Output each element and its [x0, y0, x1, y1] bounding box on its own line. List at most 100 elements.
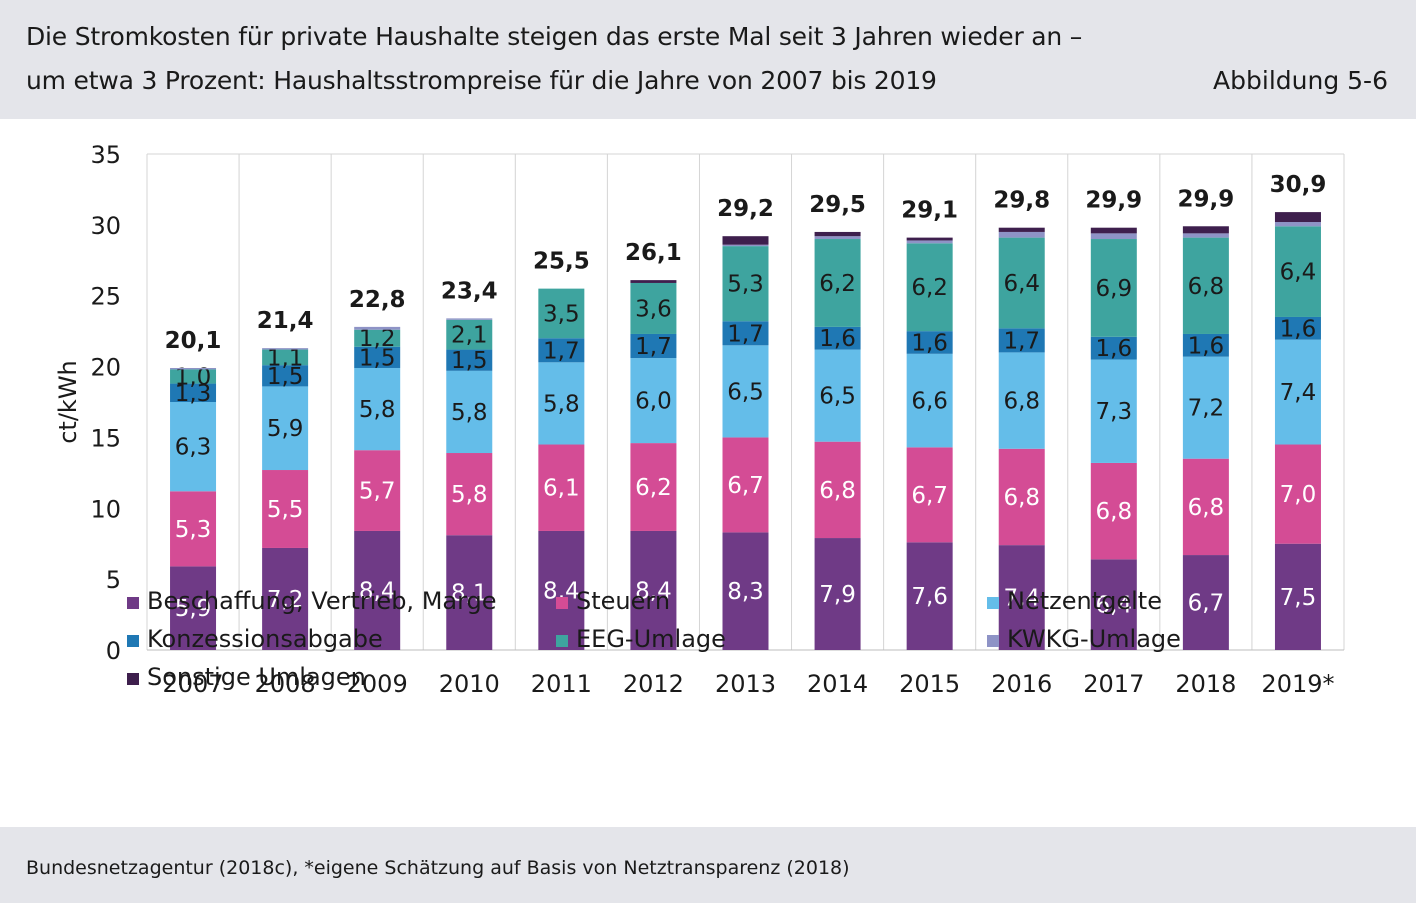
data-label: 1,2	[359, 326, 396, 352]
data-label: 5,9	[267, 416, 304, 442]
total-label: 29,5	[809, 192, 866, 218]
legend-swatch	[987, 597, 999, 609]
data-label: 1,6	[1188, 333, 1225, 359]
bar-segment	[354, 326, 401, 330]
x-tick-label: 2009	[347, 670, 408, 698]
bar-segment	[1090, 359, 1137, 463]
bar-segment	[630, 530, 677, 650]
data-label: 6,1	[543, 476, 580, 502]
data-label: 6,9	[1096, 276, 1133, 302]
bar-segment	[1182, 226, 1229, 234]
x-tick-label: 2008	[255, 670, 316, 698]
legend-swatch	[987, 635, 999, 647]
data-label: 2,1	[451, 323, 488, 349]
bar-segment	[630, 358, 677, 444]
data-label: 7,9	[819, 582, 856, 608]
legend-label: EEG-Umlage	[576, 625, 726, 653]
legend-label: Konzessionsabgabe	[147, 625, 383, 653]
y-tick-label: 20	[90, 354, 121, 382]
data-label: 7,4	[1280, 380, 1317, 406]
data-label: 8,3	[727, 579, 764, 605]
total-label: 29,9	[1178, 186, 1235, 212]
bar-segment	[722, 437, 769, 533]
bar-segment	[814, 239, 861, 327]
bar-segment	[354, 346, 401, 368]
total-label: 29,1	[901, 198, 958, 224]
bar-segment	[262, 349, 309, 366]
data-label: 6,8	[1003, 389, 1040, 415]
data-label: 6,5	[727, 379, 764, 405]
bar-segment	[630, 333, 677, 359]
bar-segment	[262, 348, 309, 350]
data-label: 1,1	[267, 345, 304, 371]
data-label: 5,7	[359, 479, 396, 505]
bar-segment	[906, 447, 953, 543]
legend-label: Beschaffung, Vertrieb, Marge	[147, 587, 497, 615]
bar-segment	[722, 246, 769, 322]
total-label: 26,1	[625, 240, 682, 266]
y-tick-label: 35	[90, 141, 121, 169]
bar-segment	[262, 365, 309, 387]
bar-segment	[1274, 212, 1321, 223]
bar-segment	[170, 369, 217, 384]
bar-segment	[170, 566, 217, 650]
data-label: 6,8	[1188, 274, 1225, 300]
y-tick-label: 10	[90, 495, 121, 523]
bar-segment	[1182, 233, 1229, 238]
bar-segment	[998, 352, 1045, 449]
bar-segment	[1090, 239, 1137, 337]
stacked-bar-chart: 05101520253035ct/kWh5,95,36,31,31,020,12…	[54, 141, 1345, 698]
bar-segment	[998, 227, 1045, 232]
bar-segment	[354, 329, 401, 347]
data-label: 3,6	[635, 296, 672, 322]
bar-segment	[1182, 333, 1229, 357]
data-label: 1,6	[1280, 316, 1317, 342]
bar-segment	[446, 318, 493, 320]
data-label: 1,6	[1096, 336, 1133, 362]
x-tick-label: 2010	[439, 670, 500, 698]
y-tick-label: 5	[106, 566, 121, 594]
total-label: 25,5	[533, 249, 590, 275]
total-label: 21,4	[257, 308, 314, 334]
bar-segment	[722, 244, 769, 247]
bar-segment	[906, 331, 953, 354]
x-tick-label: 2007	[162, 670, 223, 698]
bar-segment	[1182, 237, 1229, 334]
data-label: 6,8	[1003, 485, 1040, 511]
data-label: 6,4	[1280, 260, 1317, 286]
legend-label: Sonstige Umlagen	[147, 663, 366, 691]
x-tick-label: 2015	[899, 670, 960, 698]
bar-segment	[262, 386, 309, 471]
bar-segment	[630, 280, 677, 283]
bar-segment	[814, 236, 861, 240]
data-label: 6,2	[635, 475, 672, 501]
bar-segment	[1090, 462, 1137, 560]
data-label: 1,7	[635, 334, 672, 360]
x-tick-label: 2019*	[1261, 670, 1334, 698]
bar-segment	[1090, 336, 1137, 360]
figure-label: Abbildung 5-6	[1213, 66, 1388, 95]
bar-segment	[722, 236, 769, 245]
bar-segment	[1090, 233, 1137, 240]
data-label: 1,5	[451, 348, 488, 374]
legend-label: Netzentgelte	[1007, 587, 1162, 615]
bar-segment	[354, 367, 401, 451]
data-label: 5,3	[727, 272, 764, 298]
x-tick-label: 2016	[991, 670, 1052, 698]
data-label: 7,4	[1003, 586, 1040, 612]
bar-segment	[998, 448, 1045, 546]
data-label: 1,7	[727, 321, 764, 347]
bar-segment	[814, 349, 861, 442]
bar-segment	[170, 383, 217, 402]
data-label: 6,5	[819, 384, 856, 410]
x-tick-label: 2017	[1083, 670, 1144, 698]
bar-segment	[998, 545, 1045, 650]
data-label: 1,5	[267, 364, 304, 390]
bar-segment	[446, 370, 493, 454]
data-label: 7,0	[1280, 482, 1317, 508]
data-label: 1,6	[819, 326, 856, 352]
bar-segment	[906, 542, 953, 650]
bar-segment	[1090, 559, 1137, 650]
bar-segment	[722, 532, 769, 650]
bar-segment	[1274, 543, 1321, 650]
